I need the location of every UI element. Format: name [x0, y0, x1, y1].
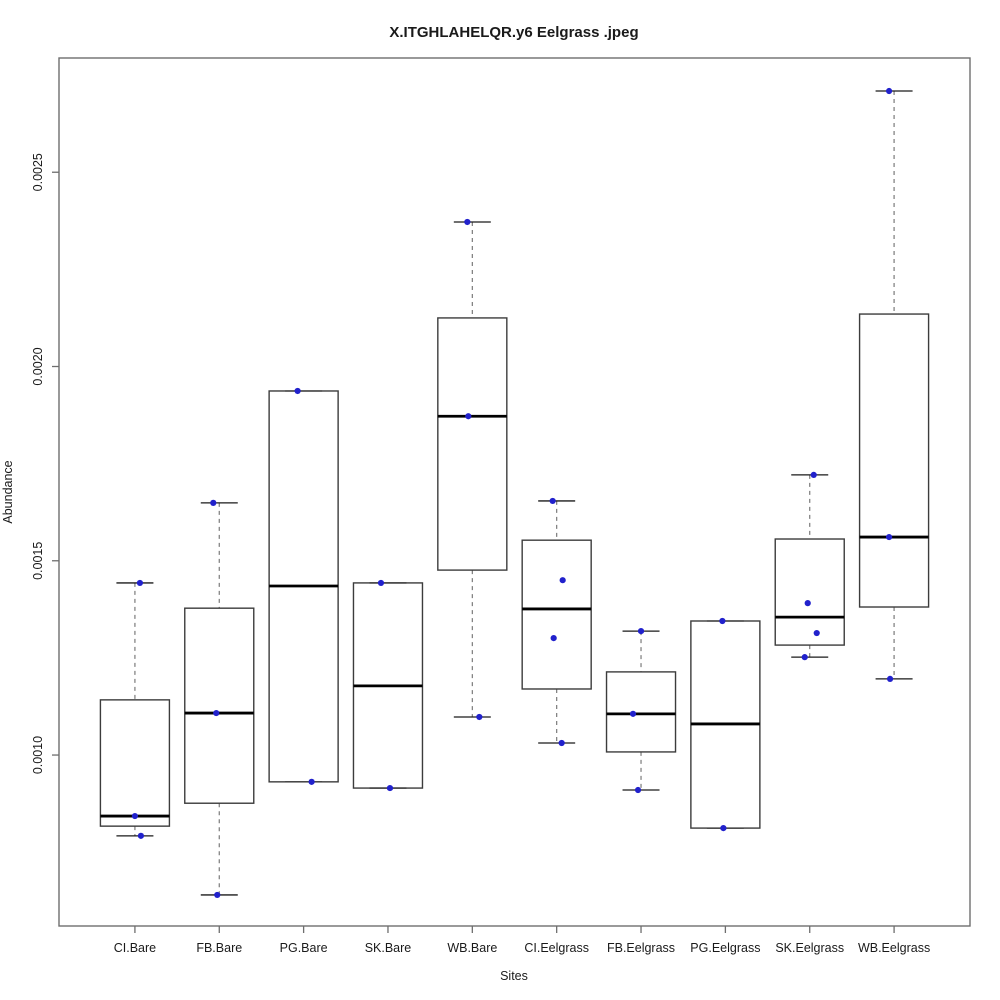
y-tick-label: 0.0015	[31, 542, 45, 580]
plot-area: 0.0010 0.0015 0.0020 0.0025 CI.Bare FB.Bare PG…	[31, 57, 971, 955]
x-tick-label-sk-eelgrass: SK.Eelgrass	[775, 941, 844, 955]
y-tick-label: 0.0010	[31, 736, 45, 774]
data-point-fb-bare	[213, 709, 220, 717]
box-ci-eelgrass	[521, 539, 592, 690]
data-point-sk-eelgrass	[810, 471, 817, 479]
data-point-wb-bare	[476, 713, 483, 721]
data-point-fb-eelgrass	[634, 786, 642, 794]
data-point-ci-eelgrass	[559, 577, 566, 584]
x-tick-label-sk-bare: SK.Bare	[365, 941, 412, 955]
x-tick-label-ci-bare: CI.Bare	[114, 941, 156, 955]
box-ci-bare	[99, 699, 171, 827]
x-axis-title: Sites	[500, 969, 528, 983]
x-tick-label-ci-eelgrass: CI.Eelgrass	[524, 941, 589, 955]
data-point-sk-bare	[377, 579, 385, 587]
data-point-wb-eelgrass	[885, 533, 893, 541]
box-wb-bare	[437, 317, 508, 571]
data-point-ci-eelgrass	[549, 497, 556, 505]
box-fb-bare	[184, 607, 255, 804]
data-point-wb-eelgrass	[886, 675, 894, 682]
chart-title: X.ITGHLAHELQR.y6 Eelgrass .jpeg	[389, 24, 638, 41]
x-tick-label-pg-bare: PG.Bare	[280, 941, 328, 955]
box-sk-eelgrass	[774, 538, 845, 646]
data-point-wb-bare	[465, 413, 472, 420]
data-point-ci-eelgrass	[550, 634, 557, 642]
x-tick-label-wb-bare: WB.Bare	[447, 941, 497, 955]
data-point-fb-eelgrass	[629, 710, 637, 717]
data-point-sk-eelgrass	[813, 629, 820, 637]
x-tick-label-wb-eelgrass: WB.Eelgrass	[858, 941, 930, 955]
box-fb-eelgrass	[605, 671, 677, 753]
data-point-pg-bare	[308, 778, 315, 785]
data-point-sk-eelgrass	[804, 600, 811, 607]
data-point-fb-bare	[214, 891, 221, 899]
data-point-fb-bare	[210, 499, 217, 506]
y-tick-label: 0.0025	[31, 153, 45, 191]
data-point-sk-bare	[386, 784, 394, 792]
data-point-pg-eelgrass	[720, 824, 727, 832]
x-tick-label-pg-eelgrass: PG.Eelgrass	[690, 941, 760, 955]
data-point-pg-eelgrass	[719, 617, 726, 625]
data-point-fb-eelgrass	[637, 627, 645, 635]
data-point-pg-bare	[294, 387, 301, 395]
x-tick-label-fb-bare: FB.Bare	[196, 941, 242, 955]
data-point-sk-eelgrass	[801, 654, 808, 661]
box-wb-eelgrass	[858, 313, 930, 608]
x-tick-label-fb-eelgrass: FB.Eelgrass	[607, 941, 675, 955]
data-point-ci-bare	[136, 579, 144, 587]
data-point-ci-bare	[137, 832, 145, 839]
data-point-ci-eelgrass	[558, 739, 565, 747]
data-point-ci-bare	[131, 812, 139, 820]
y-tick-label: 0.0020	[31, 347, 45, 385]
plot-frame	[58, 57, 971, 927]
data-point-wb-eelgrass	[885, 87, 893, 95]
data-point-wb-bare	[464, 218, 471, 226]
y-axis-title: Abundance	[1, 460, 15, 523]
